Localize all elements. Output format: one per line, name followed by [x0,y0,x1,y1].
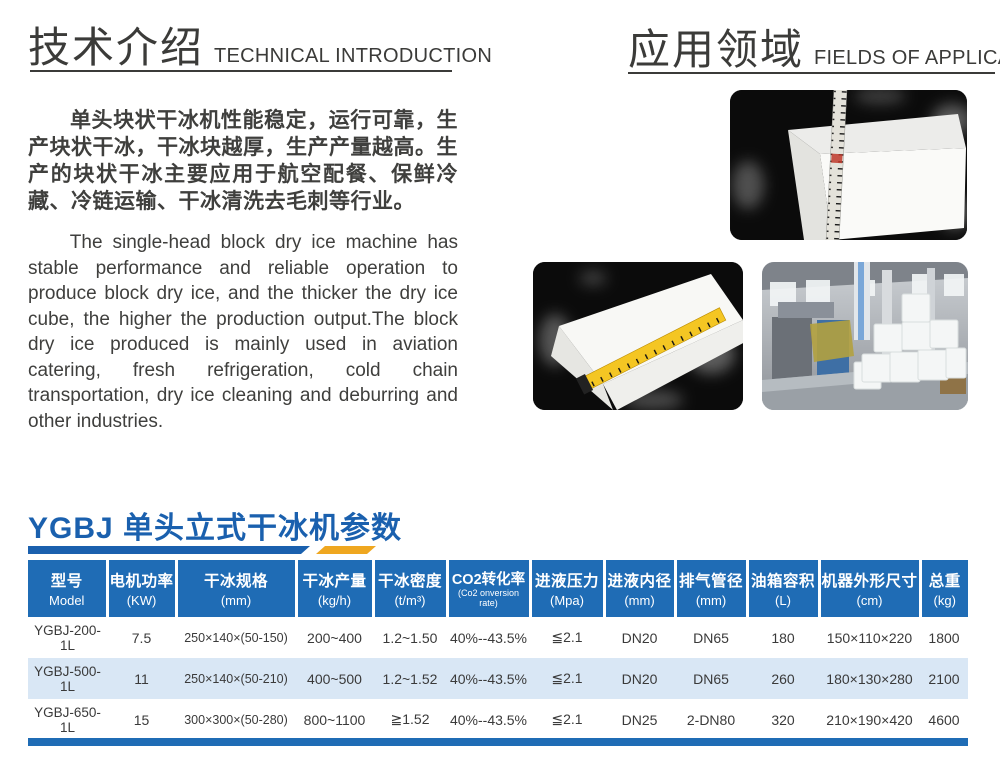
col-header-ice-size: 干冰规格 (mm) [174,560,296,617]
col-header-liquid-pressure: 进液压力 (Mpa) [528,560,604,617]
application-title-en: FIELDS OF APPLICATION [814,47,1000,69]
spec-cell: ≦2.1 [551,711,583,727]
spec-cell: 200~400 [307,629,362,646]
spec-cell: 210×190×420 [826,711,913,728]
spec-cell: YGBJ-500-1L [34,663,101,694]
dry-ice-slab-illustration [533,262,743,410]
spec-cell: 40%--43.5% [449,629,528,646]
tech-intro-title-zh: 技术介绍 [28,24,205,71]
spec-cell: 2100 [928,670,960,687]
col-header-output: 干冰产量 (kg/h) [294,560,373,617]
spec-cell: 2-DN80 [686,711,736,728]
col-header-tank-volume: 油箱容积 (L) [745,560,819,617]
col-header-density: 干冰密度 (t/m³) [371,560,447,617]
tech-intro-heading: 技术介绍 TECHNICAL INTRODUCTION [28,14,492,75]
application-heading: 应用领域 FIELDS OF APPLICATION [628,16,1000,77]
col-header-weight: 总重 (kg) [918,560,968,617]
factory-illustration [762,262,968,410]
spec-cell: YGBJ-650-1L [34,704,101,735]
spec-cell: DN65 [693,670,729,687]
spec-cell: 260 [771,670,795,687]
spec-cell: 11 [134,670,149,687]
application-divider [628,72,995,74]
spec-cell: 320 [771,711,795,728]
spec-cell: 250×140×(50-150) [184,630,288,645]
col-header-exhaust-diameter: 排气管径 (mm) [673,560,747,617]
photo-factory-stacked-blocks [762,262,968,410]
spec-row-ygbj-500: YGBJ-500-1L 11 250×140×(50-210) 400~500 … [28,658,968,699]
spec-table: 型号 Model 电机功率 (KW) 干冰规格 (mm) 干冰产量 (kg/h) 干冰密… [28,560,968,740]
spec-cell: 150×110×220 [826,629,913,646]
spec-cell: DN65 [693,629,729,646]
col-header-co2-rate: CO2转化率 (Co2 onversion rate) [445,560,530,617]
spec-cell: 300×300×(50-280) [184,712,288,727]
spec-cell: 180×130×280 [826,670,913,687]
intro-paragraph-en: The single-head block dry ice machine ha… [28,232,458,432]
spec-cell: DN20 [621,670,658,687]
photo-dry-ice-block-ruler [730,90,967,240]
spec-cell: YGBJ-200-1L [34,622,101,653]
spec-header-row: 型号 Model 电机功率 (KW) 干冰规格 (mm) 干冰产量 (kg/h) 干冰密… [28,560,968,617]
tech-intro-divider [30,70,452,72]
tech-intro-title-en: TECHNICAL INTRODUCTION [214,45,493,67]
col-header-dimensions: 机器外形尺寸 (cm) [817,560,920,617]
spec-table-title: YGBJ 单头立式干冰机参数 [28,512,403,545]
spec-cell: DN20 [621,629,658,646]
spec-cell: 250×140×(50-210) [184,671,288,686]
application-title-zh: 应用领域 [628,26,805,73]
intro-paragraph-zh: 单头块状干冰机性能稳定，运行可靠，生产块状干冰，干冰块越厚，生产产量越高。生产的… [28,109,458,213]
spec-cell: 40%--43.5% [449,711,528,728]
spec-cell: 15 [133,711,150,728]
spec-cell: 7.5 [131,629,152,646]
spec-cell: 1.2~1.50 [382,629,438,646]
spec-cell: ≦2.1 [551,629,583,645]
spec-cell: 40%--43.5% [449,670,528,687]
spec-row-ygbj-200: YGBJ-200-1L 7.5 250×140×(50-150) 200~400… [28,617,968,658]
dry-ice-block-illustration [730,90,967,240]
spec-cell: 4600 [928,711,960,728]
spec-cell: ≦2.1 [551,670,583,686]
spec-cell: 400~500 [307,670,362,687]
spec-cell: 1.2~1.52 [382,670,438,687]
spec-cell: 180 [771,629,795,646]
title-underline-blue [28,546,310,554]
spec-cell: DN25 [621,711,658,728]
photo-dry-ice-slab-tape [533,262,743,410]
col-header-motor-power: 电机功率 (KW) [105,560,176,617]
spec-cell: 800~1100 [303,711,366,728]
spec-row-ygbj-650: YGBJ-650-1L 15 300×300×(50-280) 800~1100… [28,699,968,740]
table-bottom-bar [28,738,968,746]
spec-cell: ≧1.52 [390,711,430,727]
col-header-model: 型号 Model [28,560,107,617]
spec-cell: 1800 [928,629,960,646]
col-header-inlet-diameter: 进液内径 (mm) [602,560,675,617]
title-underline-yellow [316,546,376,554]
